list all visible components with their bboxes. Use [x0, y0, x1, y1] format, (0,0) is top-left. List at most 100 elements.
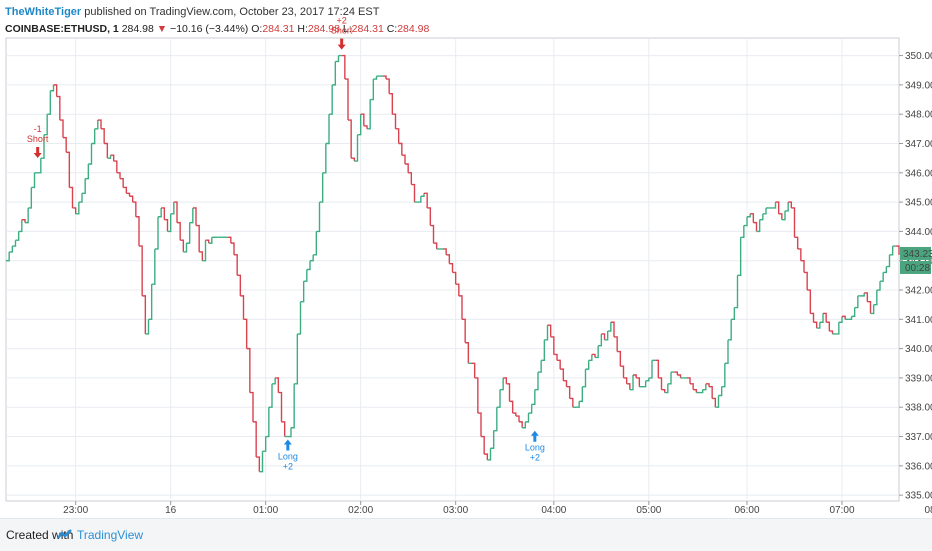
series-segment: [490, 430, 495, 449]
series-segment: [522, 421, 527, 429]
series-segment: [256, 456, 261, 472]
series-segment: [715, 395, 720, 408]
bar-timer-tag: [900, 260, 931, 274]
series-segment: [430, 224, 435, 244]
series-segment: [835, 322, 840, 335]
tradingview-logo-icon[interactable]: [57, 528, 73, 542]
series-segment: [227, 236, 232, 244]
series-segment: [9, 246, 14, 253]
long-arrow-icon[interactable]: [530, 430, 539, 442]
tradingview-brand[interactable]: TradingView: [77, 528, 144, 542]
series-segment: [810, 312, 815, 323]
series-segment: [18, 219, 23, 233]
last-price: 284.98: [121, 23, 154, 35]
y-tick-label: 336.00: [905, 461, 932, 472]
series-segment: [322, 143, 327, 174]
series-segment: [25, 207, 29, 224]
series-segment: [601, 333, 606, 340]
series-segment: [791, 207, 796, 238]
series-segment: [851, 307, 856, 318]
series-segment: [272, 377, 276, 385]
short-arrow-icon[interactable]: [337, 38, 346, 50]
series-segment: [626, 383, 631, 390]
y-tick-label: 340.00: [905, 344, 932, 355]
series-segment: [123, 186, 128, 194]
series-segment: [655, 359, 660, 378]
series-segment: [743, 216, 748, 227]
series-segment: [528, 404, 533, 414]
series-segment: [417, 196, 422, 203]
y-tick-label: 337.00: [905, 432, 932, 443]
series-segment: [702, 383, 707, 391]
series-segment: [196, 224, 200, 252]
series-segment: [44, 114, 48, 136]
author-link[interactable]: TheWhiteTiger: [5, 6, 82, 18]
series-segment: [145, 319, 150, 335]
series-segment: [202, 240, 207, 262]
series-segment: [455, 283, 460, 296]
series-segment: [481, 435, 485, 455]
series-segment: [408, 172, 413, 185]
series-segment: [265, 407, 270, 438]
series-segment: [173, 201, 178, 223]
series-segment: [85, 164, 90, 180]
series-segment: [354, 134, 359, 162]
series-segment: [72, 207, 77, 214]
series-segment: [519, 421, 523, 428]
series-segment: [411, 183, 416, 203]
series-segment: [135, 216, 140, 247]
series-segment: [617, 350, 622, 367]
y-tick-label: 344.00: [905, 227, 932, 238]
series-segment: [306, 260, 311, 271]
series-segment: [443, 248, 447, 255]
series-segment: [59, 119, 64, 138]
series-segment: [395, 128, 400, 144]
series-segment: [205, 239, 210, 244]
series-segment: [40, 134, 45, 159]
series-segment: [750, 213, 755, 223]
series-segment: [484, 453, 489, 460]
series-segment: [471, 362, 476, 378]
created-with-text: Created with: [6, 528, 74, 542]
series-segment: [740, 225, 745, 238]
series-segment: [433, 242, 438, 249]
series-segment: [300, 281, 305, 303]
series-segment: [97, 119, 102, 129]
short-arrow-icon[interactable]: [33, 147, 42, 159]
series-segment: [386, 78, 390, 94]
x-tick-label: 16: [165, 505, 177, 516]
series-segment: [192, 207, 197, 226]
series-segment: [503, 377, 508, 384]
series-segment: [642, 380, 647, 388]
signal-count: +2: [530, 453, 540, 463]
series-segment: [458, 295, 463, 320]
series-segment: [756, 219, 761, 233]
series-segment: [363, 125, 368, 129]
series-segment: [585, 360, 590, 370]
series-segment: [474, 377, 479, 414]
series-segment: [291, 383, 295, 429]
series-segment: [889, 246, 894, 256]
series-segment: [759, 213, 764, 221]
series-segment: [420, 193, 425, 197]
x-tick-label: 06:00: [734, 505, 759, 516]
series-segment: [287, 427, 292, 438]
series-segment: [610, 321, 615, 337]
series-segment: [785, 202, 789, 212]
y-tick-label: 335.00: [905, 491, 932, 502]
series-segment: [56, 95, 61, 121]
symbol-name[interactable]: COINBASE:ETHUSD, 1: [5, 23, 119, 35]
series-segment: [6, 251, 10, 262]
low-label: L:: [342, 23, 352, 35]
x-tick-label: 07:00: [829, 505, 854, 516]
series-segment: [620, 365, 625, 378]
series-segment: [240, 295, 245, 320]
series-segment: [158, 207, 162, 218]
series-segment: [636, 377, 641, 387]
x-tick-label: 08:00: [924, 505, 932, 516]
series-segment: [816, 322, 821, 329]
change-down-icon: ▼: [156, 23, 168, 35]
long-arrow-icon[interactable]: [283, 439, 292, 451]
series-segment: [167, 213, 172, 233]
